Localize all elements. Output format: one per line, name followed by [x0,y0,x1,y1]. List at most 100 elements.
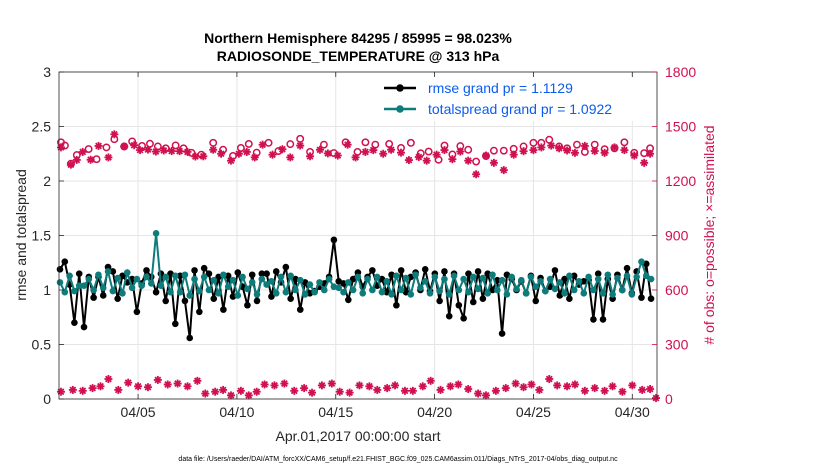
totalspread-point [647,275,655,283]
y-right-tick-label: 300 [665,337,689,353]
obs-assimilated-low-point [154,376,162,384]
rmse-point [561,275,568,283]
totalspread-point [585,273,592,281]
totalspread-point [604,271,612,279]
obs-assimilated-low-point [245,391,253,399]
obs-assimilated-low-point [356,381,363,389]
obs-assimilated-low-point [646,385,654,393]
rmse-point [152,288,160,296]
totalspread-point [455,286,463,294]
totalspread-point [220,271,227,279]
obs-assimilated-point [251,153,259,161]
rmse-point [186,334,194,342]
totalspread-point [431,273,439,281]
rmse-point [99,292,107,299]
x-axis-label: Apr.01,2017 00:00:00 start [275,428,440,444]
obs-possible-point [244,139,253,148]
obs-assimilated-point [530,146,537,154]
obs-assimilated-low-point [227,391,235,399]
rmse-point [196,308,203,316]
obs-assimilated-low-point [365,382,373,390]
obs-possible-point [464,145,473,154]
obs-assimilated-low-point [318,381,326,389]
y-right-tick-label: 900 [665,228,689,244]
y-axis-right: 0 300 600 900 1200 1500 1800 [652,64,696,407]
totalspread-point [306,281,314,288]
totalspread-point [196,287,203,295]
rmse-point [162,297,170,305]
rmse-point [172,320,179,328]
rmse-point [594,270,602,277]
rmse-point [272,268,280,275]
totalspread-point [335,284,343,292]
totalspread-point [421,277,429,285]
legend-rmse-marker [396,84,404,92]
obs-assimilated-low-point [134,382,142,390]
totalspread-point [268,277,275,285]
rmse-point [253,297,261,305]
obs-possible-point [209,138,218,147]
x-tick-label: 04/25 [516,404,551,420]
obs-assimilated-low-point [601,387,609,395]
rmse-point [282,263,290,271]
totalspread-point [369,286,376,294]
rmse-point [345,296,352,304]
obs-assimilated-point [361,148,369,156]
rmse-point [220,306,227,313]
totalspread-line [59,233,652,300]
totalspread-point [316,279,323,286]
totalspread-point [417,284,424,292]
obs-assimilated-low-point [454,381,462,388]
totalspread-point [224,283,232,291]
obs-assimilated-point [352,153,359,161]
obs-assimilated-point [456,148,464,156]
totalspread-point [191,275,198,283]
obs-assimilated-low-point [464,385,472,393]
totalspread-point [609,291,616,298]
totalspread-point [546,275,554,283]
x-tick-label: 04/05 [121,404,156,420]
rmse-point [109,268,117,275]
rmse-point [479,295,487,303]
footer-data-file: data file: /Users/raeder/DAI/ATM_forcXX/… [178,456,618,463]
obs-assimilated-low-point [446,382,454,390]
obs-assimilated-point [243,148,251,156]
obs-assimilated-point [441,146,448,154]
obs-assimilated-low-point [563,382,571,390]
totalspread-point [104,268,112,275]
obs-assimilated-point [344,141,352,149]
totalspread-point [75,282,83,289]
y-axis-label-left: rmse and totalspread [13,169,29,301]
obs-assimilated-point [87,156,95,164]
obs-assimilated-point [387,146,395,154]
totalspread-point [292,286,299,294]
y-axis-left: 0 0.5 1 1.5 2 2.5 3 [32,64,64,407]
obs-assimilated-low-point [237,387,245,395]
obs-assimilated-point [464,157,472,165]
rmse-point [469,298,477,306]
y-axis-label-right: # of obs: o=possible; ×=assimilated [701,125,717,344]
obs-assimilated-low-point [528,381,535,388]
totalspread-point [508,273,516,281]
rmse-point [638,294,645,301]
totalspread-point [152,230,160,237]
obs-assimilated-point [415,153,423,161]
obs-assimilated-low-point [164,381,172,388]
obs-assimilated-point [217,150,225,158]
obs-possible-point [361,138,370,147]
totalspread-point [138,282,145,289]
totalspread-point [642,272,650,280]
obs-assimilated-point [269,151,276,159]
totalspread-point [537,277,544,285]
obs-assimilated-point [286,153,294,161]
obs-assimilated-low-point [104,375,112,383]
rmse-point [56,265,64,273]
totalspread-point [277,273,285,281]
obs-assimilated-low-point [69,386,77,394]
obs-possible-point [406,138,415,147]
totalspread-point [114,274,121,282]
totalspread-point [594,275,602,283]
rmse-point [114,295,121,303]
totalspread-point [210,276,218,284]
totalspread-point [465,288,472,296]
